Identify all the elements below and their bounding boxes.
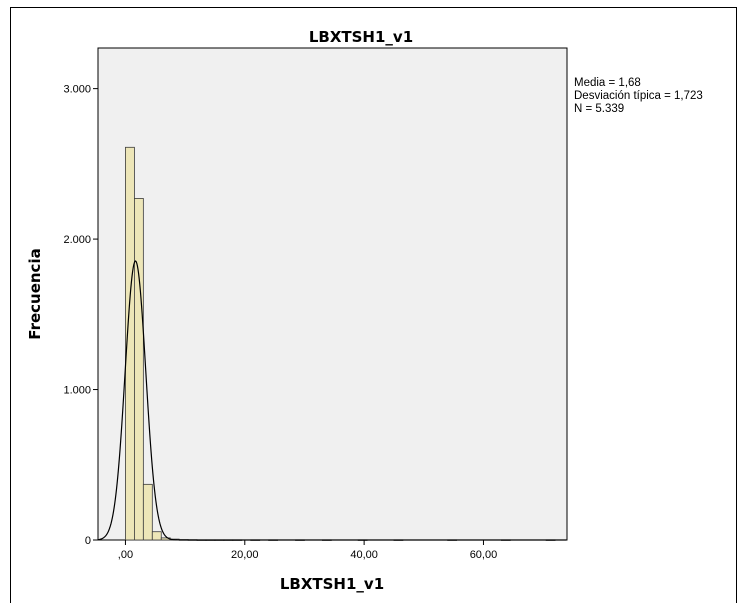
y-tick-label: 3.000 (63, 84, 91, 96)
normal-curve (97, 260, 567, 541)
y-axis: 0 1.000 2.000 3.000 (63, 84, 98, 547)
y-tick-label: 1.000 (63, 385, 91, 397)
chart-frame (10, 7, 737, 603)
stat-n: N = 5.339 (574, 103, 624, 115)
stats-legend: Media = 1,68 Desviación típica = 1,723 N… (574, 77, 703, 115)
x-tick-label: 60,00 (470, 549, 498, 561)
x-tick-label: 40,00 (350, 549, 378, 561)
histogram-bar (133, 198, 144, 541)
chart-title: LBXTSH1_v1 (309, 28, 413, 46)
x-tick-label: ,00 (118, 549, 133, 561)
plot-area (97, 47, 568, 541)
stat-sd: Desviación típica = 1,723 (574, 90, 703, 102)
stat-mean: Media = 1,68 (574, 77, 641, 89)
x-axis: ,00 20,00 40,00 60,00 (118, 540, 497, 561)
histogram-bar (151, 531, 162, 541)
y-axis-label: Frecuencia (26, 248, 44, 339)
y-tick-label: 0 (85, 535, 91, 547)
x-tick-label: 20,00 (231, 549, 259, 561)
histogram-bar (142, 483, 153, 541)
y-tick-label: 2.000 (63, 234, 91, 246)
x-axis-label: LBXTSH1_v1 (280, 575, 384, 593)
